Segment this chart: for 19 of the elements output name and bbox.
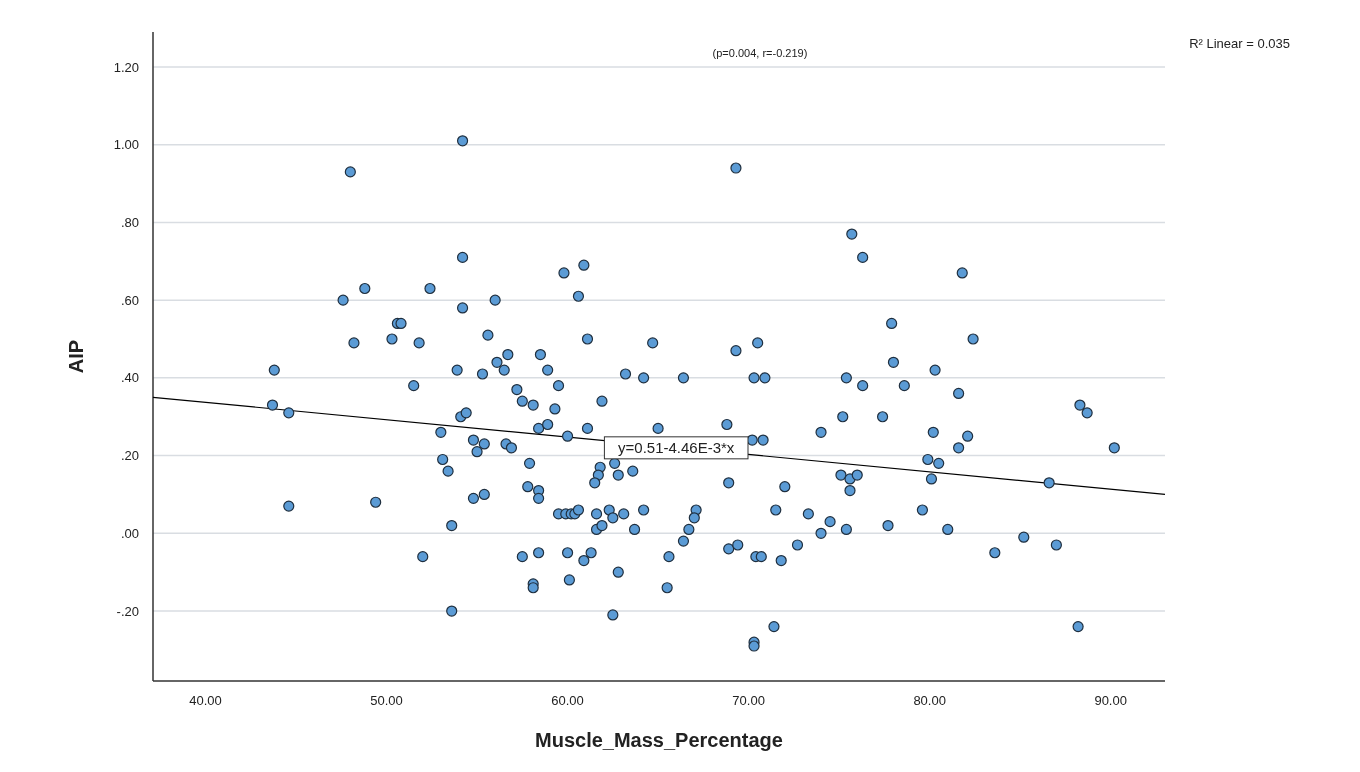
y-axis-title: AIP bbox=[65, 339, 87, 374]
y-tick-label: -.20 bbox=[116, 603, 139, 619]
y-tick-label: .60 bbox=[120, 292, 139, 308]
text: R² Linear = 0.035 bbox=[1189, 36, 1290, 51]
y-tick-label: .40 bbox=[120, 370, 139, 386]
x-tick-label: 40.00 bbox=[189, 693, 222, 708]
x-axis-title: Muscle_Mass_Percentage bbox=[535, 729, 783, 751]
y-tick-label: .00 bbox=[120, 525, 139, 541]
y-tick-label: 1.20 bbox=[113, 59, 139, 75]
y-tick-label: .80 bbox=[120, 214, 139, 230]
annotation: (p=0.004, r=-0.219) bbox=[712, 47, 808, 59]
x-tick-label: 50.00 bbox=[370, 693, 403, 708]
x-tick-label: 90.00 bbox=[1094, 693, 1127, 708]
annotation: y=0.51-4.46E-3*x bbox=[618, 439, 735, 457]
y-tick-label: .20 bbox=[120, 448, 139, 464]
x-tick-label: 70.00 bbox=[732, 693, 765, 708]
x-tick-label: 60.00 bbox=[551, 693, 584, 708]
y-tick-label: 1.00 bbox=[113, 137, 139, 153]
x-tick-label: 80.00 bbox=[913, 693, 946, 708]
